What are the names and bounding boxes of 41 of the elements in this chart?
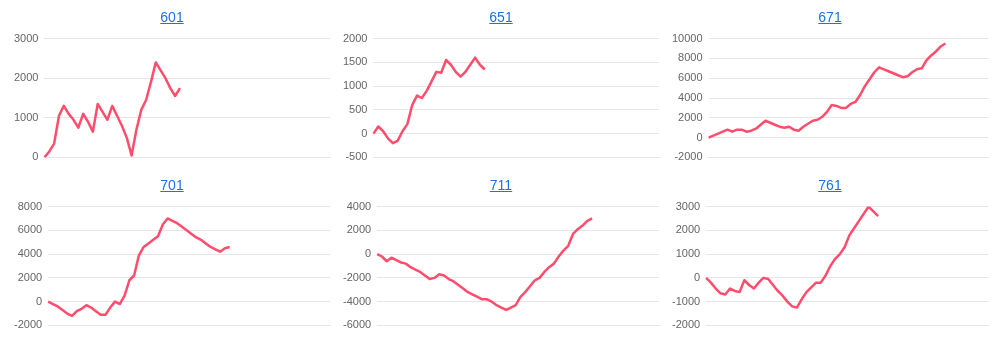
y-tick-label: 0 bbox=[365, 247, 372, 260]
y-tick-label: 0 bbox=[694, 270, 701, 283]
y-tick-label: 4000 bbox=[678, 91, 703, 104]
chart-title: 651 bbox=[489, 8, 513, 26]
y-tick-label: 6000 bbox=[17, 223, 43, 236]
y-tick-label: -2000 bbox=[671, 318, 701, 331]
y-tick-label: 3000 bbox=[13, 31, 39, 44]
y-tick-label: 0 bbox=[32, 150, 39, 163]
y-tick-label: 0 bbox=[36, 294, 43, 307]
y-tick-label: -6000 bbox=[342, 318, 372, 331]
chart-title: 701 bbox=[160, 176, 184, 194]
y-tick-label: 3000 bbox=[675, 199, 701, 212]
chart-title: 601 bbox=[160, 8, 184, 26]
y-tick-label: 2000 bbox=[13, 71, 39, 84]
y-tick-label: 1000 bbox=[13, 110, 39, 123]
chart-title: 711 bbox=[489, 176, 513, 194]
y-tick-label: -2000 bbox=[674, 150, 703, 163]
y-tick-label: 1000 bbox=[342, 79, 368, 92]
y-tick-label: -500 bbox=[345, 150, 368, 163]
y-tick-label: 500 bbox=[349, 102, 368, 115]
y-tick-label: -4000 bbox=[342, 294, 372, 307]
chart-title: 671 bbox=[818, 8, 842, 26]
y-tick-label: 1500 bbox=[342, 55, 368, 68]
y-tick-label: 2000 bbox=[346, 223, 372, 236]
y-tick-label: 0 bbox=[361, 126, 368, 139]
y-tick-label: 10000 bbox=[671, 31, 703, 44]
y-tick-label: 2000 bbox=[678, 110, 703, 123]
y-tick-label: 0 bbox=[696, 130, 703, 143]
y-tick-label: 2000 bbox=[342, 31, 368, 44]
y-tick-label: 8000 bbox=[17, 199, 43, 212]
y-tick-label: 2000 bbox=[675, 223, 701, 236]
chart-title: 761 bbox=[818, 176, 842, 194]
y-tick-label: -2000 bbox=[13, 318, 43, 331]
y-tick-label: 4000 bbox=[17, 247, 43, 260]
y-tick-label: -1000 bbox=[671, 294, 701, 307]
y-tick-label: 8000 bbox=[678, 51, 703, 64]
y-tick-label: -2000 bbox=[342, 270, 372, 283]
y-tick-label: 4000 bbox=[346, 199, 372, 212]
y-tick-label: 2000 bbox=[17, 270, 43, 283]
y-tick-label: 6000 bbox=[678, 71, 703, 84]
y-tick-label: 1000 bbox=[675, 247, 701, 260]
